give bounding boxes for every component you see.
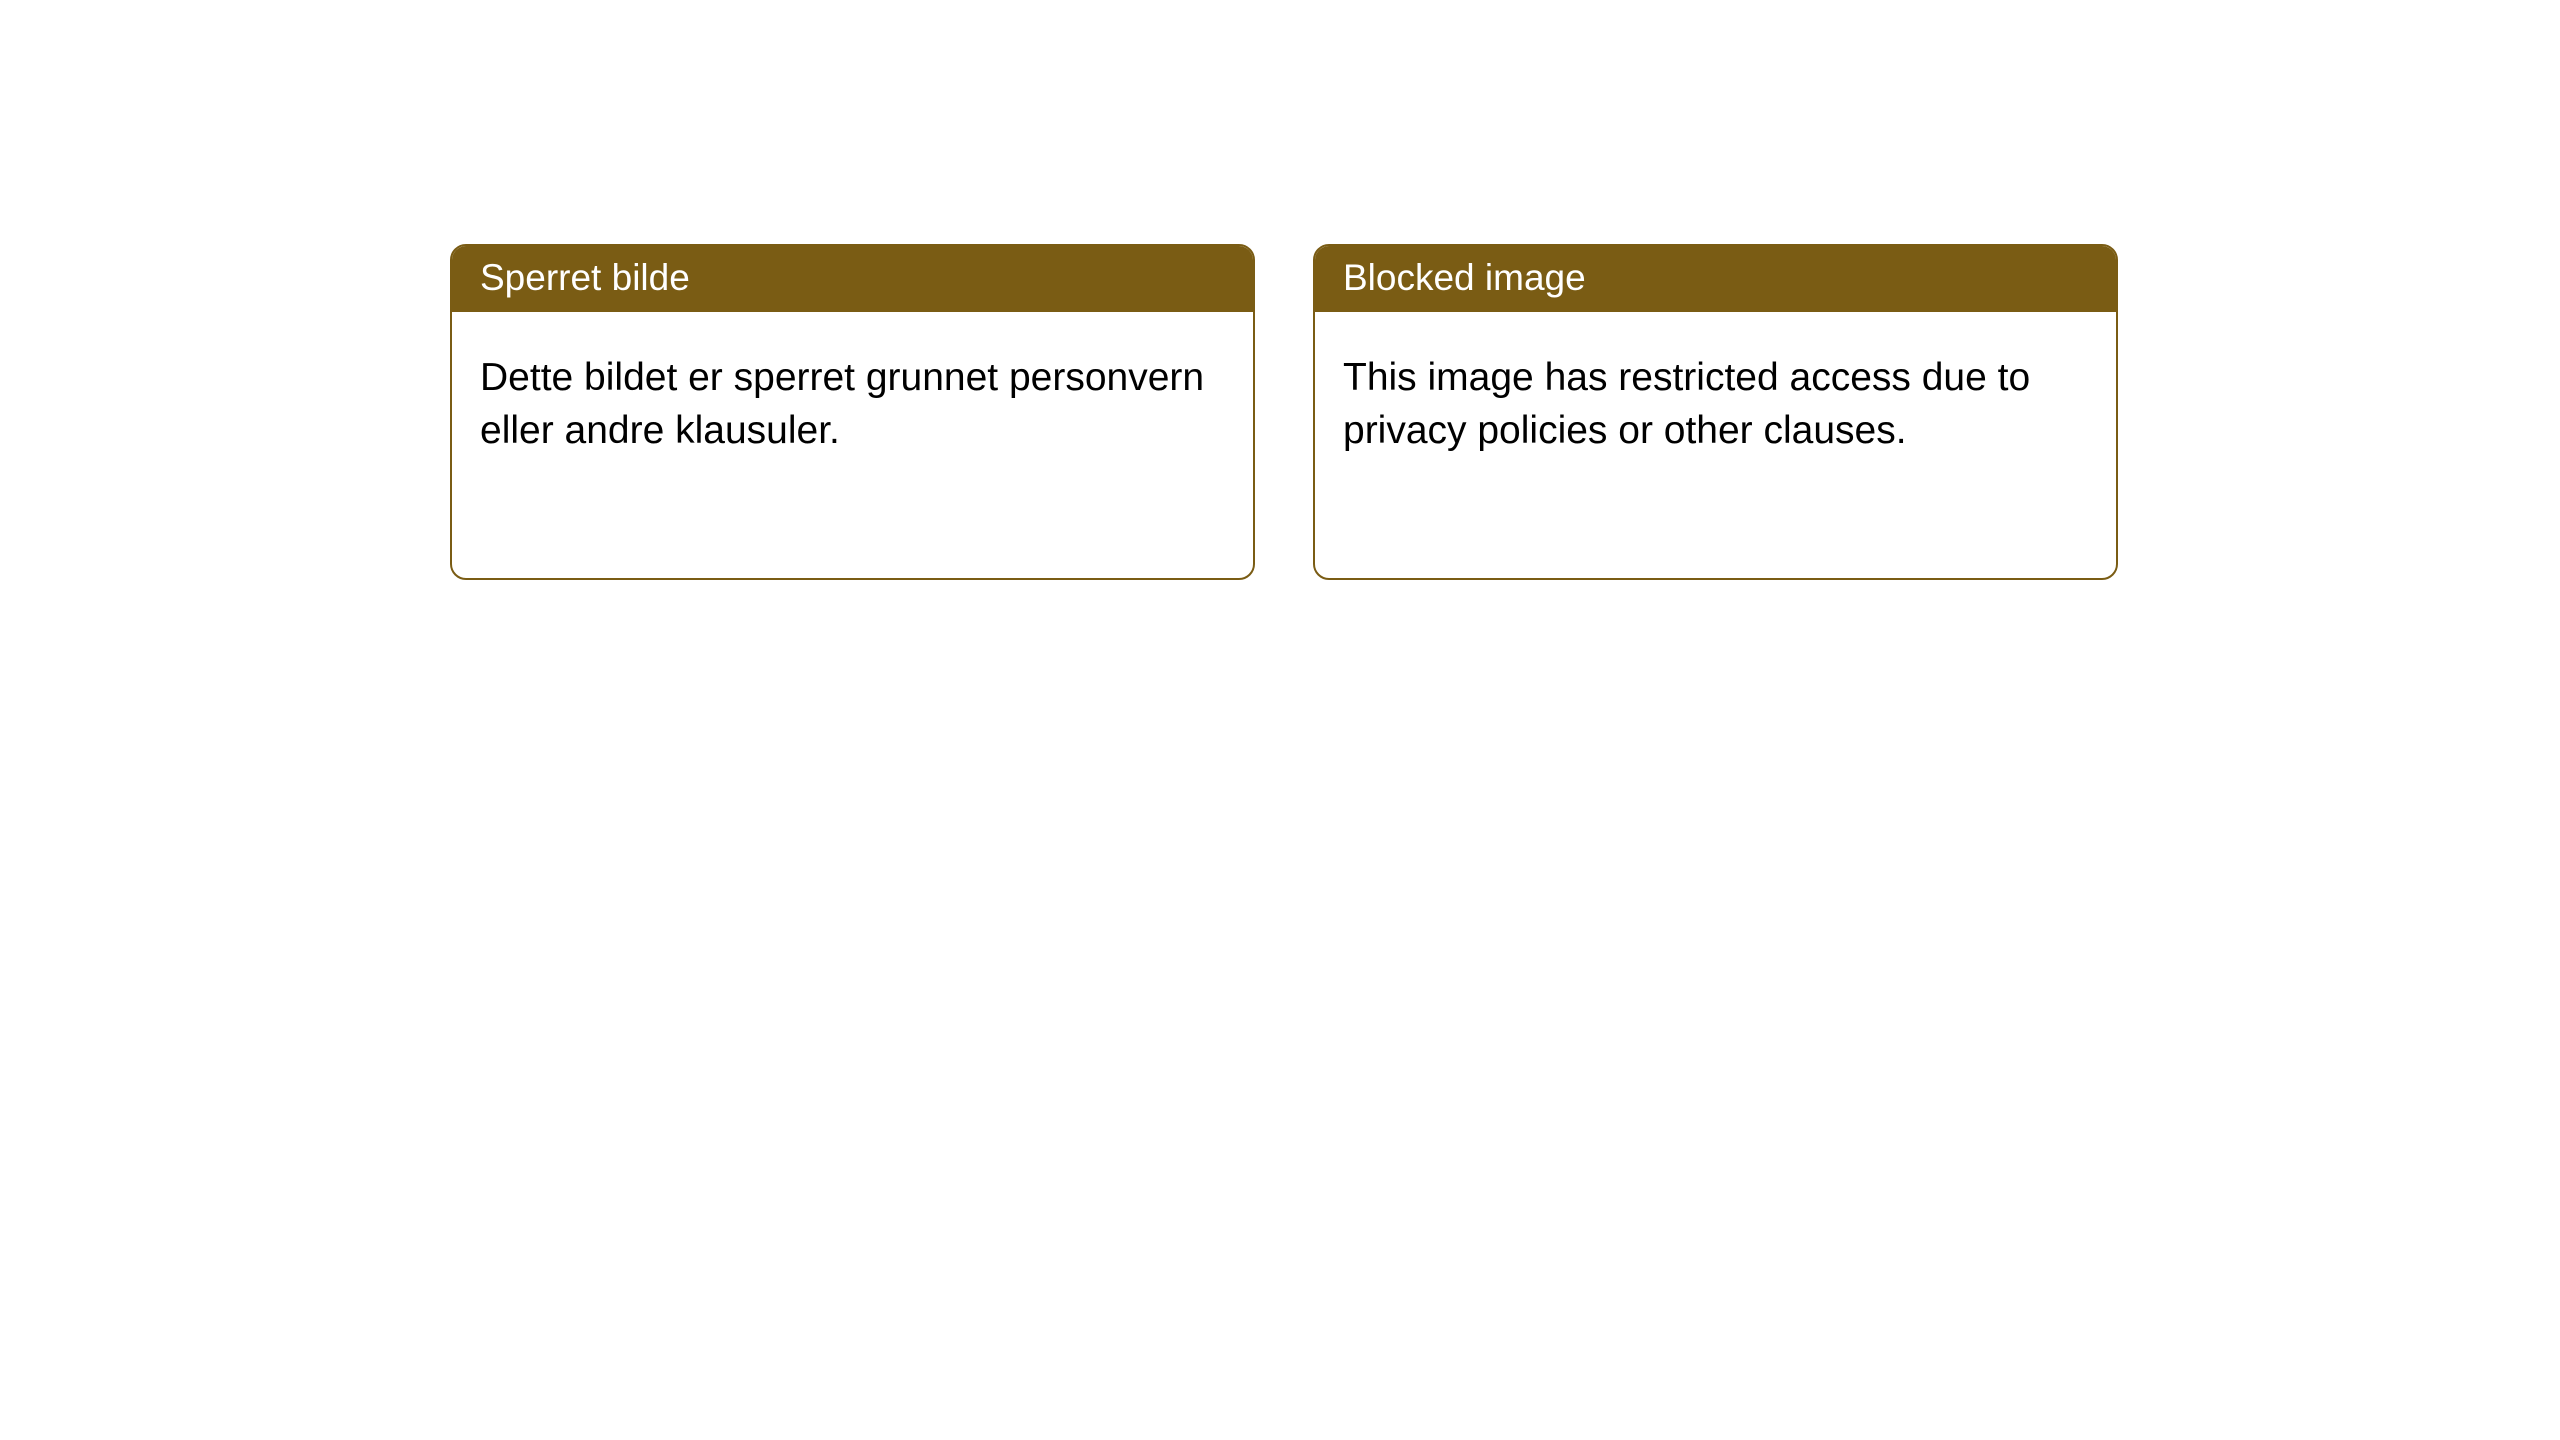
card-body-en: This image has restricted access due to … [1315,312,2116,485]
blocked-image-card-en: Blocked image This image has restricted … [1313,244,2118,580]
cards-row: Sperret bilde Dette bildet er sperret gr… [0,0,2560,580]
card-body-text-no: Dette bildet er sperret grunnet personve… [480,356,1204,451]
card-title-no: Sperret bilde [480,257,690,298]
card-header-en: Blocked image [1315,246,2116,312]
card-body-no: Dette bildet er sperret grunnet personve… [452,312,1253,485]
card-header-no: Sperret bilde [452,246,1253,312]
blocked-image-card-no: Sperret bilde Dette bildet er sperret gr… [450,244,1255,580]
card-title-en: Blocked image [1343,257,1586,298]
card-body-text-en: This image has restricted access due to … [1343,356,2030,451]
